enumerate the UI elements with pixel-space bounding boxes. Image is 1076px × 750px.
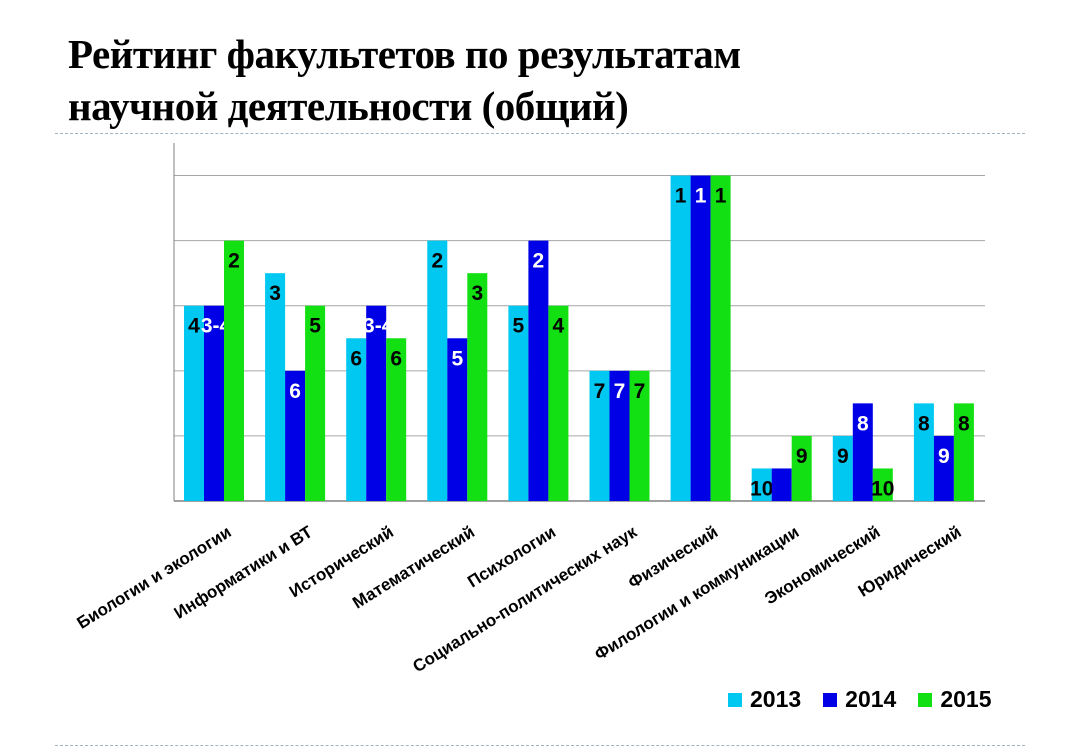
data-label-2013-2: 3 [269,282,281,305]
data-label-2015-5: 4 [553,315,565,338]
title-line-1: Рейтинг факультетов по результатам [68,31,741,77]
bar-2015-4 [467,273,488,501]
bar-2014-9 [852,403,873,501]
bar-2014-6 [609,370,630,501]
bar-2014-8 [771,468,792,501]
data-label-2013-7: 1 [675,185,687,208]
bar-2013-10 [913,403,934,501]
bar-2013-4 [427,240,448,502]
legend-label-2014: 2014 [845,686,897,712]
bar-2013-9 [832,435,853,501]
bar-2013-1 [184,305,204,501]
bar-2015-7 [710,175,731,501]
bar-2013-6 [589,370,610,501]
bar-2013-8 [751,468,772,501]
category-label-1: Биологии и экологии [74,522,235,632]
data-label-2013-9: 9 [837,445,849,468]
legend-label-2015: 2015 [940,686,992,712]
bar-2015-9 [872,468,893,501]
title-line-2: научной деятельности (общий) [68,83,629,129]
data-label-2015-4: 3 [471,282,483,305]
bar-2013-3 [346,338,367,501]
bar-2015-6 [629,370,650,501]
divider-bottom [55,745,1025,746]
category-label-2: Информатики и ВТ [171,522,317,623]
data-label-2014-9: 8 [857,412,869,435]
legend-swatch-2015 [918,692,933,707]
data-label-2013-8: 10 [750,477,773,500]
data-label-2015-10: 8 [958,412,970,435]
legend-swatch-2014 [823,692,838,707]
data-label-2014-2: 6 [289,380,301,403]
data-label-2015-1: 2 [228,250,240,273]
data-label-2014-1: 3-4 [201,315,232,338]
data-label-2015-9: 10 [871,477,894,500]
legend-item-2014: 2014 [823,686,896,713]
data-label-2014-10: 9 [938,445,950,468]
data-label-2013-1: 4 [188,315,200,338]
divider-top [55,133,1025,134]
data-label-2013-6: 7 [594,380,606,403]
bar-2013-5 [508,305,529,501]
bar-2014-7 [690,175,711,501]
bar-2014-1 [204,305,224,501]
bar-2015-5 [548,305,569,501]
bar-2013-2 [265,273,286,501]
bar-2015-3 [386,338,407,501]
legend-swatch-2013 [728,692,742,707]
bar-2013-7 [670,175,691,501]
data-label-2013-4: 2 [431,250,443,273]
bar-2015-2 [305,305,326,501]
data-label-2015-3: 6 [390,347,402,370]
legend-item-2013: 2013 [728,686,801,713]
data-label-2014-5: 2 [533,250,545,273]
bar-2014-10 [933,435,954,501]
data-label-2014-3: 3-4 [363,315,394,338]
bar-2014-2 [285,370,306,501]
bar-2014-4 [447,338,468,501]
data-label-2015-2: 5 [309,315,321,338]
data-label-2015-6: 7 [634,380,646,403]
bar-2015-10 [953,403,974,501]
data-label-2014-4: 5 [451,347,463,370]
legend: 2013 2014 2015 [728,686,1014,713]
legend-item-2015: 2015 [918,686,992,713]
data-label-2014-6: 7 [614,380,626,403]
data-label-2013-10: 8 [918,412,930,435]
bar-2015-8 [791,435,812,501]
data-label-2014-7: 1 [695,185,707,208]
bar-2014-3 [366,305,387,501]
chart-title: Рейтинг факультетов по результатам научн… [68,28,741,132]
bar-2015-1 [224,240,244,502]
data-label-2015-8: 9 [796,445,808,468]
data-label-2015-7: 1 [715,185,727,208]
data-label-2013-5: 5 [513,315,525,338]
data-label-2013-3: 6 [350,347,362,370]
legend-label-2013: 2013 [750,686,802,712]
bar-2014-5 [528,240,549,502]
